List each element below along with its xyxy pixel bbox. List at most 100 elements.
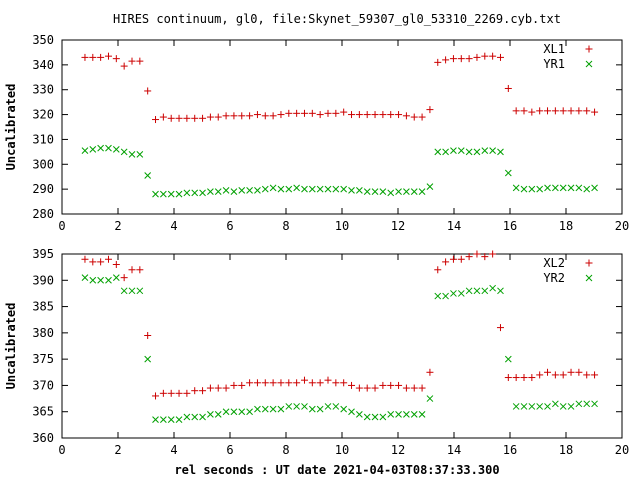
data-point <box>348 408 355 416</box>
data-point <box>128 57 136 65</box>
y-tick-label: 300 <box>32 157 54 171</box>
y-axis-title: Uncalibrated <box>4 84 18 171</box>
data-point <box>457 147 465 154</box>
data-point <box>206 113 214 121</box>
data-point <box>152 392 160 400</box>
data-point <box>285 403 293 410</box>
data-point <box>136 57 144 65</box>
data-point <box>191 387 199 395</box>
data-point <box>308 379 316 387</box>
data-point <box>418 410 426 418</box>
y-tick-label: 385 <box>32 300 54 314</box>
data-point <box>254 187 261 194</box>
data-point <box>97 53 105 61</box>
data-point <box>183 389 191 397</box>
data-point <box>144 87 152 95</box>
data-point <box>544 107 552 115</box>
x-axis-title: rel seconds : UT date 2021-04-03T08:37:3… <box>174 463 499 477</box>
data-point <box>136 150 144 158</box>
data-point <box>496 324 504 332</box>
data-point <box>120 274 128 282</box>
data-point <box>355 111 363 119</box>
data-point <box>395 381 403 389</box>
data-point <box>285 109 293 117</box>
data-point <box>559 403 567 410</box>
data-point <box>512 374 520 382</box>
data-point <box>316 185 324 193</box>
legend-label: XL2 <box>543 256 565 270</box>
data-point <box>536 107 544 115</box>
data-point <box>591 371 599 379</box>
data-point <box>324 376 332 384</box>
data-point <box>246 379 254 387</box>
data-point <box>144 355 152 363</box>
x-tick-label: 18 <box>559 219 573 233</box>
y-tick-label: 390 <box>32 273 54 287</box>
data-point <box>363 384 371 392</box>
data-point <box>348 187 355 194</box>
data-point <box>583 107 591 115</box>
data-point <box>269 405 277 413</box>
x-tick-label: 20 <box>615 443 629 457</box>
data-point <box>167 416 175 423</box>
data-point <box>591 184 598 192</box>
data-point <box>544 403 551 410</box>
data-point <box>559 184 567 192</box>
data-point <box>395 111 403 119</box>
data-point <box>583 400 591 408</box>
legend-label: XL1 <box>543 42 565 56</box>
data-point <box>230 408 238 416</box>
series-yr2 <box>81 274 598 423</box>
data-point <box>316 405 324 413</box>
data-point <box>238 381 246 389</box>
data-point <box>457 290 465 297</box>
data-point <box>551 107 559 115</box>
data-point <box>512 107 520 115</box>
data-point <box>199 114 207 122</box>
data-point <box>371 384 379 392</box>
data-point <box>481 287 489 295</box>
data-point <box>230 112 238 120</box>
data-point <box>465 148 473 156</box>
data-point <box>120 287 128 295</box>
data-point <box>528 403 536 410</box>
y-tick-label: 365 <box>32 405 54 419</box>
data-point <box>489 284 496 292</box>
data-point <box>489 147 496 154</box>
data-point <box>410 188 418 195</box>
data-point <box>269 184 277 192</box>
data-point <box>104 255 112 263</box>
data-point <box>269 379 277 387</box>
data-point <box>434 292 442 300</box>
data-point <box>363 413 371 421</box>
data-point <box>552 184 559 192</box>
data-point <box>575 184 583 192</box>
data-point <box>504 374 512 382</box>
data-point <box>520 185 528 193</box>
data-point <box>152 190 159 198</box>
data-point <box>120 62 128 70</box>
data-point <box>191 114 199 122</box>
data-point <box>403 410 410 418</box>
data-point <box>308 109 316 117</box>
data-point <box>175 389 183 397</box>
data-point <box>575 107 583 115</box>
data-point <box>591 108 599 116</box>
data-point <box>128 150 136 158</box>
data-point <box>97 258 105 266</box>
data-point <box>489 52 497 60</box>
data-point <box>191 413 199 421</box>
data-point <box>207 188 214 195</box>
data-point <box>112 146 120 153</box>
data-point <box>308 405 316 413</box>
data-point <box>410 384 418 392</box>
data-point <box>356 187 363 194</box>
data-point <box>512 184 520 192</box>
y-tick-label: 370 <box>32 378 54 392</box>
x-tick-label: 0 <box>58 219 65 233</box>
y-tick-label: 340 <box>32 58 54 72</box>
data-point <box>551 371 559 379</box>
data-point <box>144 172 152 179</box>
data-point <box>575 400 583 408</box>
